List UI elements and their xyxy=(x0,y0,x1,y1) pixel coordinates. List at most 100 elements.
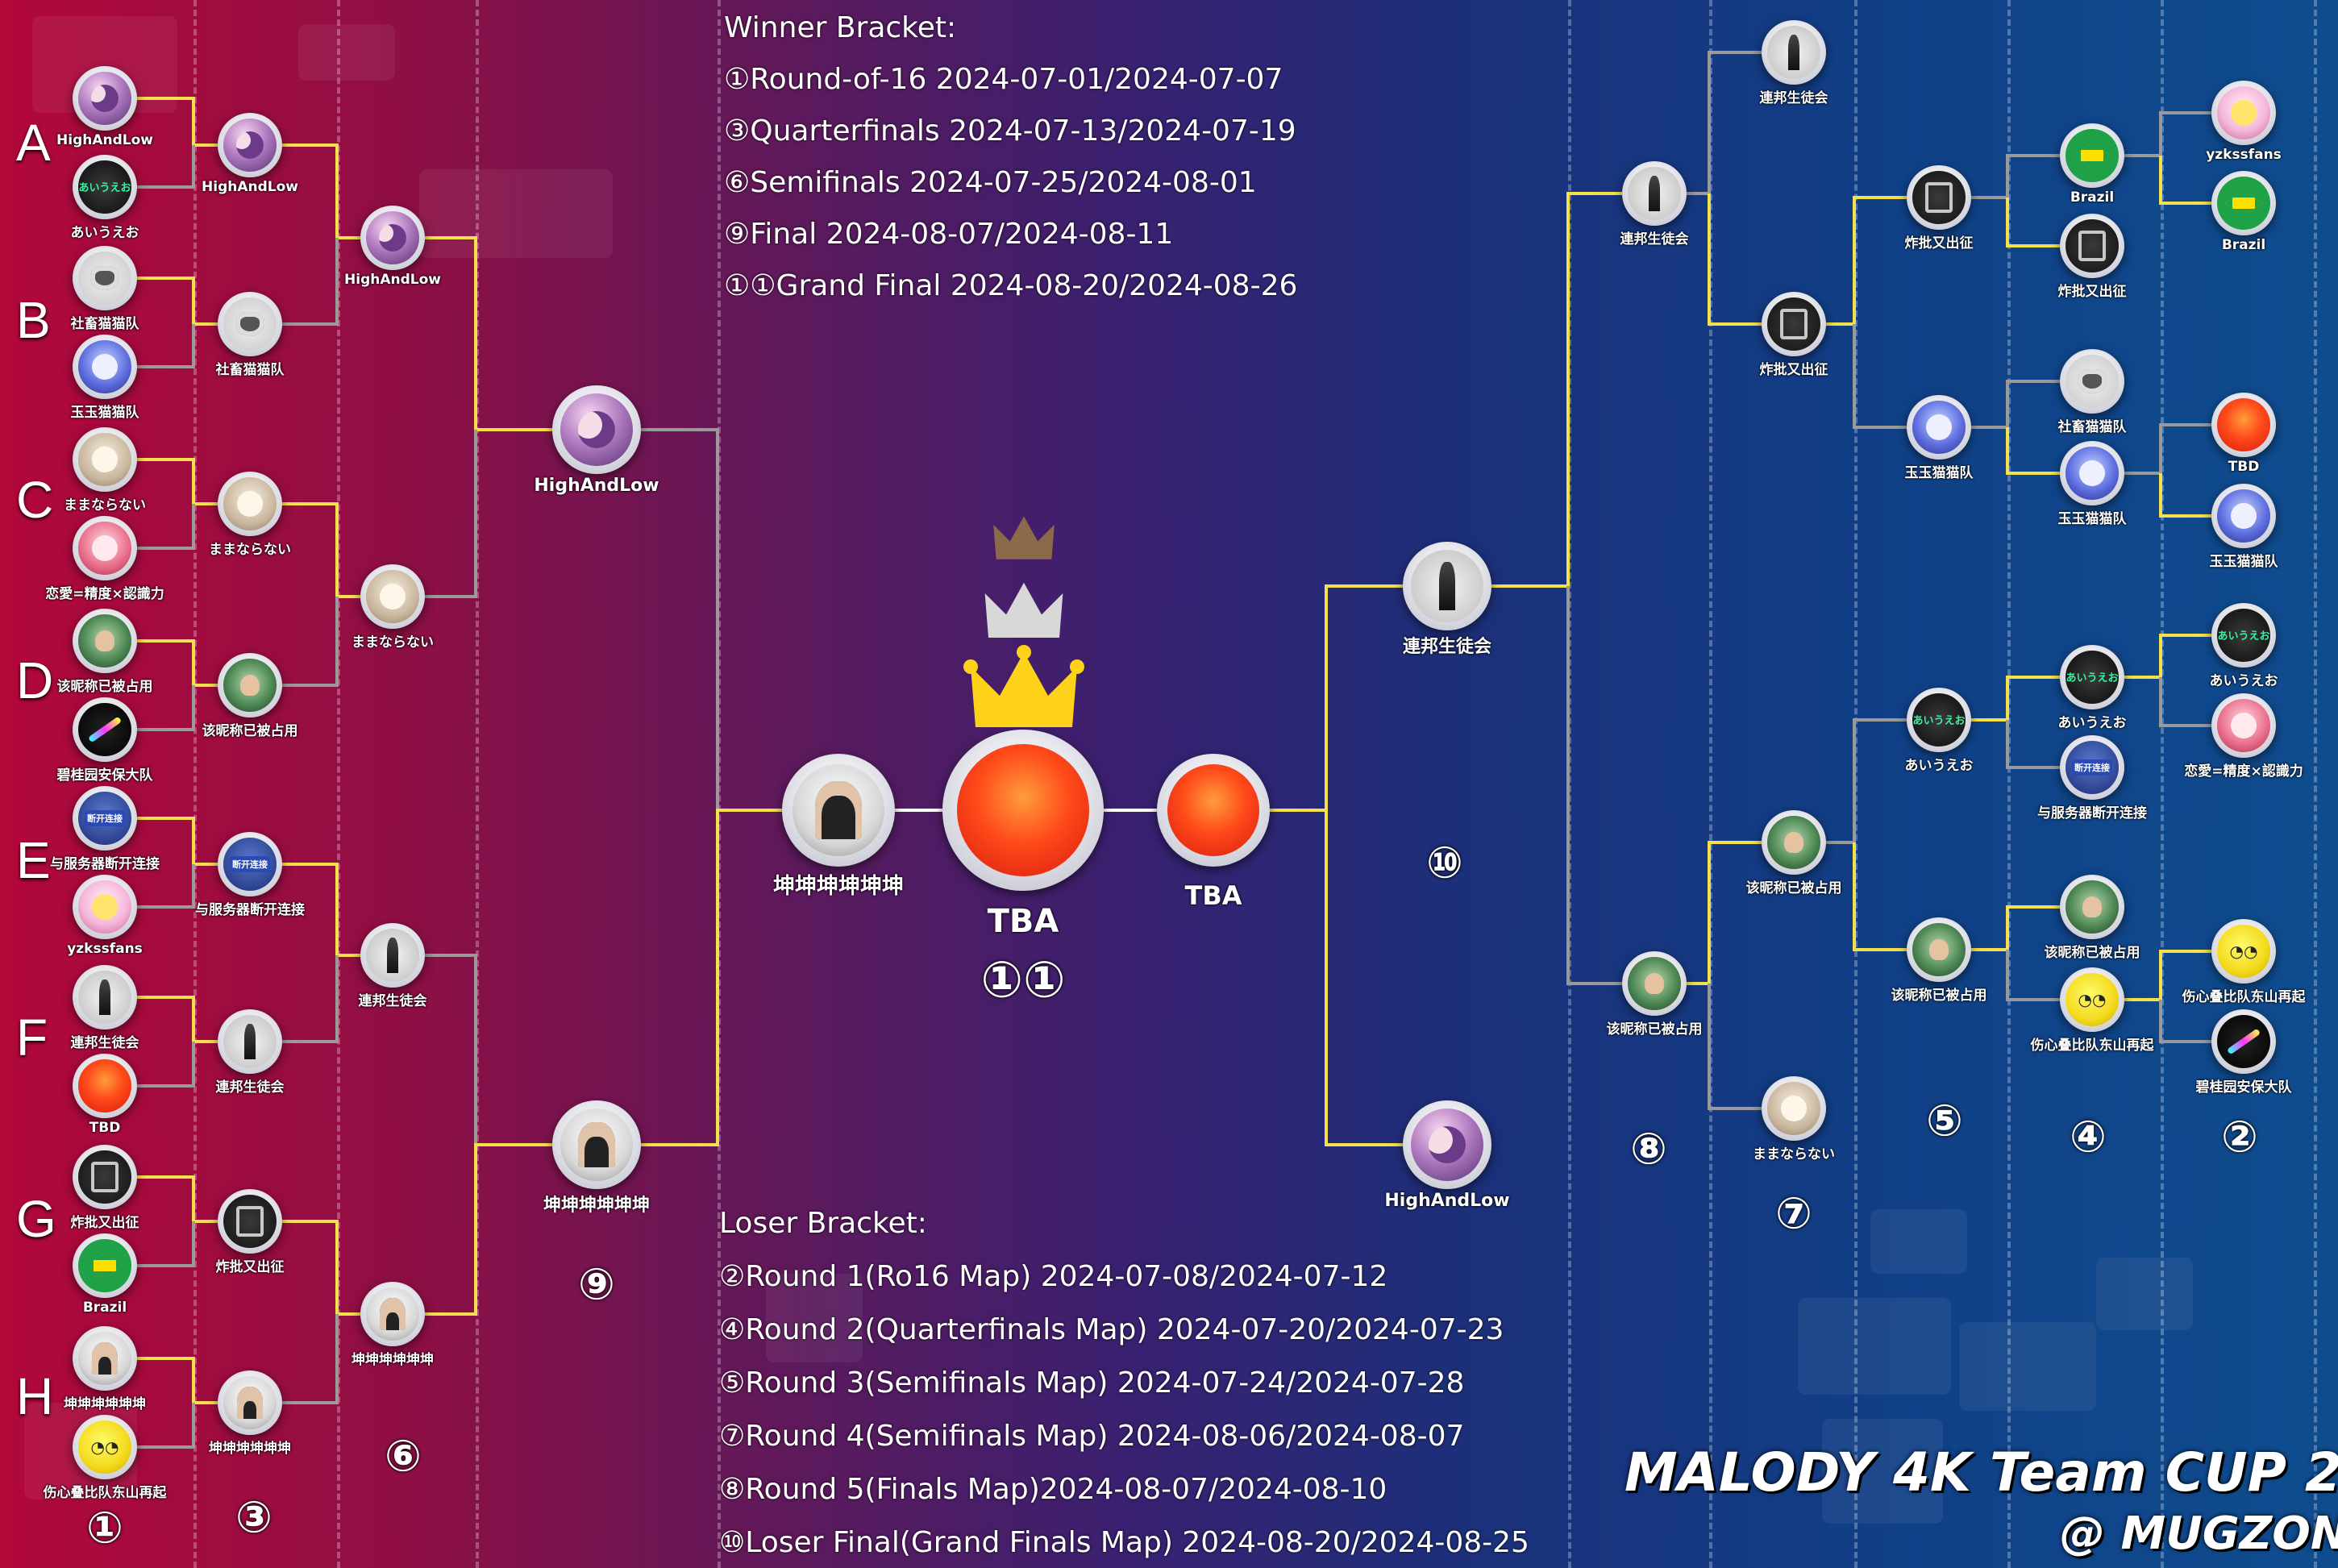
bracket-wire xyxy=(137,1042,195,1088)
person-avatar-icon xyxy=(223,1376,277,1429)
winner-schedule-row: ①Round-of-16 2024-07-01/2024-07-07 xyxy=(724,63,1283,96)
server-avatar-icon xyxy=(223,838,277,891)
background-block xyxy=(2096,1258,2193,1330)
bracket-wire xyxy=(1566,586,1622,985)
anime-avatar-icon xyxy=(223,477,277,530)
team-node xyxy=(73,1054,137,1118)
anime-avatar-icon xyxy=(560,393,634,467)
bracket-wire xyxy=(137,1357,218,1404)
team-node xyxy=(2211,81,2276,145)
bracket-wire xyxy=(425,430,477,598)
person-avatar-icon xyxy=(223,659,277,712)
team-node xyxy=(360,923,425,988)
team-node xyxy=(782,754,895,867)
team-name: ままならない xyxy=(64,497,146,514)
team-name: 連邦生徒会 xyxy=(1620,231,1689,247)
team-node xyxy=(2211,393,2276,457)
team-node xyxy=(73,965,137,1029)
bracket-wire xyxy=(282,955,339,1043)
team-node xyxy=(2060,123,2124,188)
team-node xyxy=(1907,688,1971,752)
team-name: 連邦生徒会 xyxy=(1759,90,1828,106)
team-name: あいうえお xyxy=(1904,758,1974,774)
team-name: 炸批又出征 xyxy=(70,1215,139,1231)
dark-avatar-icon xyxy=(223,1195,277,1248)
team-node xyxy=(1762,292,1826,356)
team-name: HighAndLow xyxy=(202,179,298,195)
team-name: 恋愛=精度×認識力 xyxy=(2184,763,2303,780)
team-name: ままならない xyxy=(352,634,434,651)
team-node xyxy=(360,564,425,629)
bracket-wire xyxy=(282,238,339,326)
team-node xyxy=(218,292,282,356)
group-letter: B xyxy=(16,291,51,349)
team-node xyxy=(1762,810,1826,875)
team-node xyxy=(73,66,137,131)
group-letter: H xyxy=(16,1367,54,1425)
person-avatar-icon xyxy=(78,1332,131,1385)
team-name: HighAndLow xyxy=(56,132,153,148)
tower-avatar-icon xyxy=(1410,549,1484,623)
person-avatar-icon xyxy=(792,763,885,857)
person-avatar-icon xyxy=(366,1287,419,1341)
team-name: yzkssfans xyxy=(2206,147,2282,163)
event-title: MALODY 4K Team CUP 2024 xyxy=(1625,1441,2338,1504)
event-organizer: @ MUGZONE xyxy=(2060,1508,2338,1560)
team-name: 社畜猫猫队 xyxy=(70,316,139,332)
cat-avatar-icon xyxy=(78,252,131,305)
team-name: 伤心叠比队东山再起 xyxy=(43,1485,167,1501)
anime-avatar-icon xyxy=(1410,1108,1484,1182)
grand-final-node xyxy=(942,730,1104,891)
bracket-wire xyxy=(1971,676,2060,722)
team-name: 与服务器断开连接 xyxy=(50,856,160,872)
team-node xyxy=(1622,951,1687,1016)
game-avatar-icon xyxy=(2217,609,2270,662)
bracket-wire xyxy=(641,809,782,1146)
team-node xyxy=(2060,645,2124,709)
round-lane-divider xyxy=(2161,0,2164,1568)
dark-avatar-icon xyxy=(1912,171,1966,224)
team-name: Brazil xyxy=(82,1300,127,1316)
bracket-wire xyxy=(137,1403,195,1449)
brazil-flag-icon xyxy=(78,1239,131,1292)
bracket-wire xyxy=(2159,473,2211,518)
team-node xyxy=(73,1326,137,1391)
loser-schedule-row: ⑧Round 5(Finals Map)2024-08-07/2024-08-1… xyxy=(719,1473,1387,1506)
team-node xyxy=(2211,484,2276,548)
team-name: 坤坤坤坤坤坤 xyxy=(352,1352,434,1368)
person-avatar-icon xyxy=(1912,923,1966,976)
team-name: 玉玉猫猫队 xyxy=(2209,554,2278,570)
winner-schedule-row: ⑥Semifinals 2024-07-25/2024-08-01 xyxy=(724,166,1257,199)
brazil-flag-icon xyxy=(2217,177,2270,230)
person-avatar-icon xyxy=(2066,880,2119,934)
bracket-wire xyxy=(137,504,195,550)
group-letter: G xyxy=(16,1190,56,1248)
loser-final-label: TBA xyxy=(1184,880,1242,911)
team-node xyxy=(73,1233,137,1298)
team-node xyxy=(73,516,137,580)
team-name: ままならない xyxy=(1753,1146,1835,1162)
loser-round-marker: ⑧ xyxy=(1630,1123,1667,1175)
placeholder-avatar-icon xyxy=(957,744,1089,876)
tower-avatar-icon xyxy=(1628,167,1681,220)
team-node xyxy=(218,832,282,896)
anime-avatar-icon xyxy=(78,340,131,393)
bracket-wire xyxy=(2124,423,2211,475)
loser-round-marker: ⑤ xyxy=(1926,1095,1963,1146)
team-node xyxy=(1907,395,1971,460)
team-node xyxy=(2060,214,2124,278)
team-node xyxy=(2060,967,2124,1032)
anime-avatar-icon xyxy=(223,119,277,172)
team-name: あいうえお xyxy=(2057,715,2127,731)
bracket-wire xyxy=(1826,196,1907,326)
bracket-wire xyxy=(1708,193,1762,326)
bracket-wire xyxy=(1687,841,1762,985)
anime-avatar-icon xyxy=(366,211,419,264)
abstract-avatar-icon xyxy=(2217,1015,2270,1068)
bracket-wire xyxy=(2006,427,2060,475)
team-name: あいうえお xyxy=(70,225,139,241)
loser-schedule-row: ⑦Round 4(Semifinals Map) 2024-08-06/2024… xyxy=(719,1420,1465,1453)
gold-crown-icon xyxy=(963,641,1084,744)
background-block xyxy=(1870,1209,1967,1274)
team-name: 坤坤坤坤坤坤 xyxy=(773,874,904,899)
